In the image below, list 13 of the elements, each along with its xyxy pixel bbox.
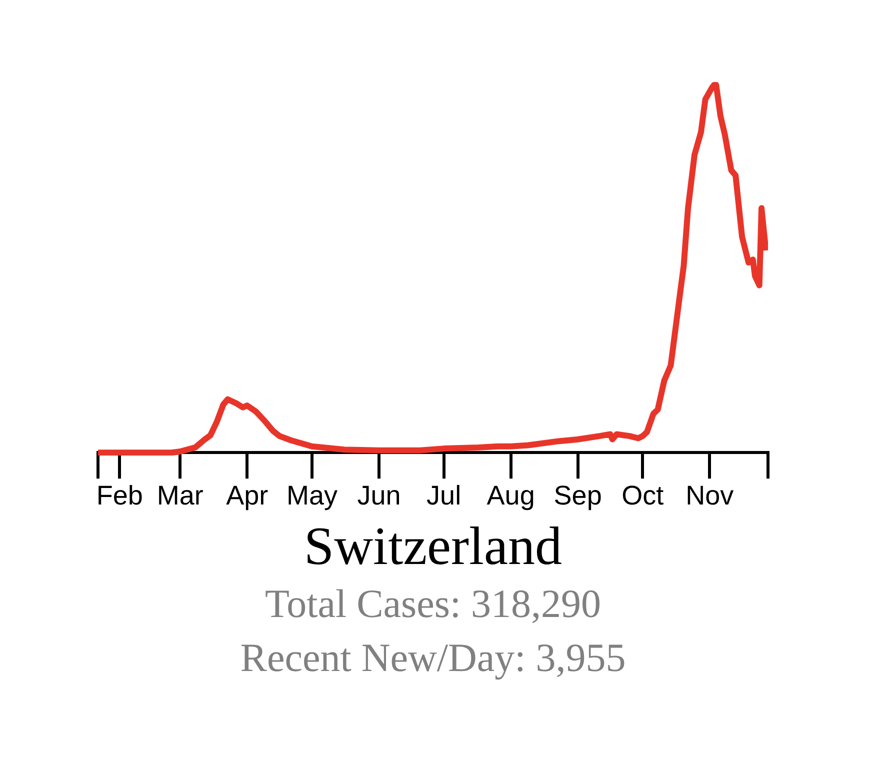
x-tick-label: May (286, 480, 338, 510)
text: Recent New/Day: 3,955 (239, 634, 627, 682)
x-tick-label: Sep (554, 480, 602, 510)
x-tick-label: Mar (156, 480, 204, 510)
text: Switzerland (303, 515, 563, 577)
x-tick-label: Oct (622, 480, 664, 510)
text: Total Cases: 318,290 (264, 580, 602, 628)
x-tick-label: Apr (226, 480, 268, 510)
x-tick-label: Feb (96, 480, 143, 510)
x-tick-label: Jun (357, 480, 401, 510)
x-tick-label: Nov (686, 480, 734, 510)
x-tick-label: Aug (486, 480, 535, 510)
x-tick-label: Jul (426, 480, 462, 510)
